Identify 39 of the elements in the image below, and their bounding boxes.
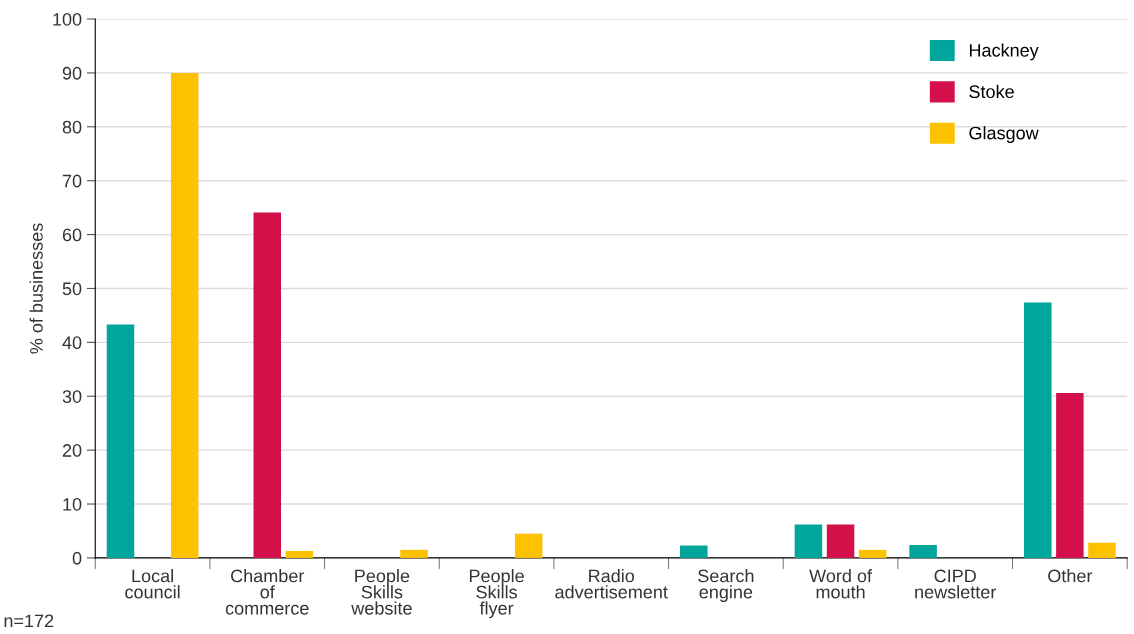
bar [680,545,708,558]
y-tick-label: 50 [62,282,82,296]
y-axis-title: % of businesses [29,223,43,354]
x-tick-label: Chamber of commerce [225,569,309,615]
y-tick-label: 30 [62,390,82,403]
x-tick-label: People Skills flyer [469,569,524,619]
x-tick-label: Search engine [698,569,754,603]
x-tick-label: Local council [125,569,180,599]
x-tick-label: People Skills website [351,569,412,615]
x-tick-label: Word of mouth [809,569,873,599]
y-tick-label: 10 [63,497,82,511]
bar [794,524,823,558]
bar [106,324,135,558]
legend-label: Stoke [969,84,1014,99]
y-tick-label: 100 [53,12,82,26]
bar [170,72,199,558]
x-tick-label: Radio advertisement [555,569,668,599]
bar [1056,393,1084,558]
y-tick-label: 20 [62,444,82,457]
bar [285,550,314,558]
y-tick-label: 60 [62,228,82,242]
legend-label: Hackney [969,43,1039,61]
y-tick-label: 40 [62,336,82,350]
y-tick-label: 80 [62,120,82,134]
bar [826,524,855,558]
x-tick-label: Other [1048,569,1093,583]
bar [858,549,887,558]
bar [1088,542,1116,558]
bar [909,544,937,558]
bar [514,533,543,558]
bar [253,212,282,558]
text: n=172 [4,614,54,628]
bar [400,549,428,558]
legend-label: Glasgow [969,126,1039,143]
y-tick-label: 0 [72,551,82,565]
y-tick-label: 90 [62,66,82,80]
x-tick-label: CIPD newsletter [915,569,997,599]
bar [1024,302,1052,558]
y-tick-label: 70 [62,174,82,188]
